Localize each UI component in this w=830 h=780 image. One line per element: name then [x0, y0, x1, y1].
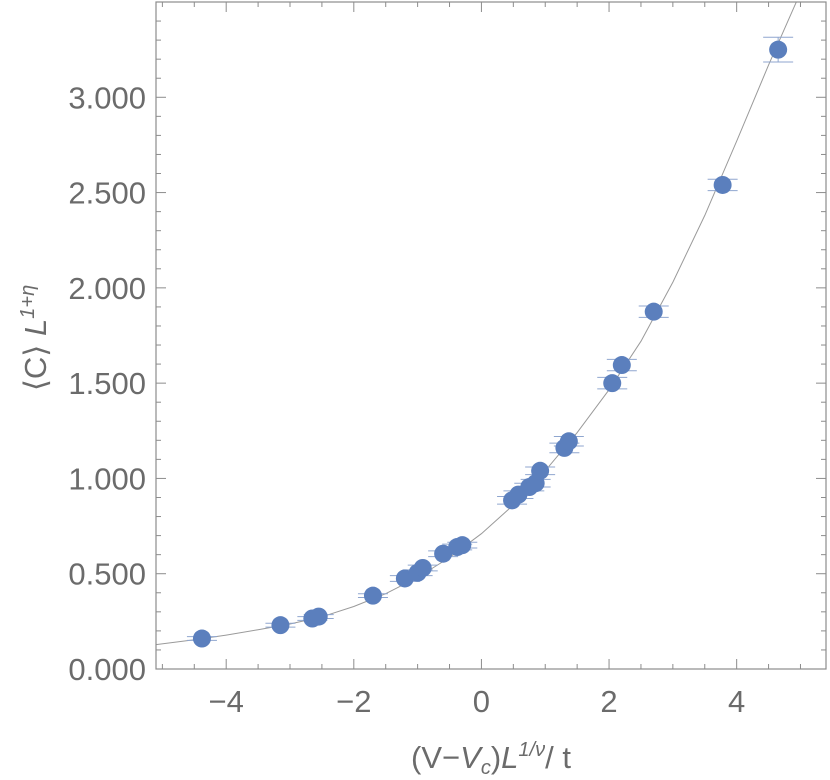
x-axis-title-exponent: 1/ν — [518, 739, 545, 761]
data-point — [453, 536, 472, 555]
x-tick-label: 0 — [473, 684, 490, 719]
data-point — [271, 616, 290, 635]
x-axis-title-L: L — [501, 740, 518, 775]
y-axis-title-exponent: 1+η — [17, 285, 39, 319]
x-tick-label: −4 — [209, 684, 244, 719]
data-point — [603, 374, 622, 393]
x-axis-title-prefix: (V− — [411, 740, 460, 775]
data-point — [612, 356, 631, 375]
y-axis-title-L: L — [18, 319, 53, 336]
y-tick-label: 0.000 — [68, 652, 146, 687]
fit-curve-layer — [156, 2, 797, 646]
x-tick-label: 2 — [600, 684, 617, 719]
plot-frame — [155, 1, 827, 670]
y-tick-label: 2.500 — [68, 176, 146, 211]
data-point — [434, 544, 453, 563]
y-tick-label: 1.500 — [68, 366, 146, 401]
y-axis-title-prefix: ⟨C⟩ — [18, 336, 53, 391]
data-point — [531, 461, 550, 480]
y-tick-labels: 0.000 0.500 1.000 1.500 2.000 2.500 3.000 — [68, 80, 146, 687]
data-point — [192, 629, 211, 648]
x-axis-title-vc: V — [460, 740, 484, 775]
x-axis-title-suffix: / t — [545, 740, 571, 775]
x-axis-title-vc-sub: c — [481, 757, 491, 779]
x-axis-title-close: ) — [491, 740, 501, 775]
data-point — [413, 558, 432, 577]
data-point — [713, 175, 732, 194]
fit-curve — [156, 2, 797, 646]
x-axis-title: (V−Vc)L1/ν/ t — [411, 739, 571, 779]
error-bars-layer — [186, 36, 794, 641]
y-tick-label: 2.000 — [68, 271, 146, 306]
x-tick-labels: −4 −2 0 2 4 — [209, 684, 746, 719]
data-point — [644, 302, 663, 321]
data-point — [309, 607, 328, 626]
y-tick-label: 1.000 — [68, 461, 146, 496]
x-tick-label: 4 — [728, 684, 745, 719]
x-tick-label: −2 — [336, 684, 371, 719]
data-points-layer — [192, 40, 788, 648]
y-axis-title: ⟨C⟩ L1+η — [17, 285, 53, 391]
data-point — [363, 586, 382, 605]
y-tick-label: 3.000 — [68, 80, 146, 115]
data-point — [559, 432, 578, 451]
data-point — [769, 40, 788, 59]
axis-ticks — [156, 1, 826, 670]
y-tick-label: 0.500 — [68, 557, 146, 592]
